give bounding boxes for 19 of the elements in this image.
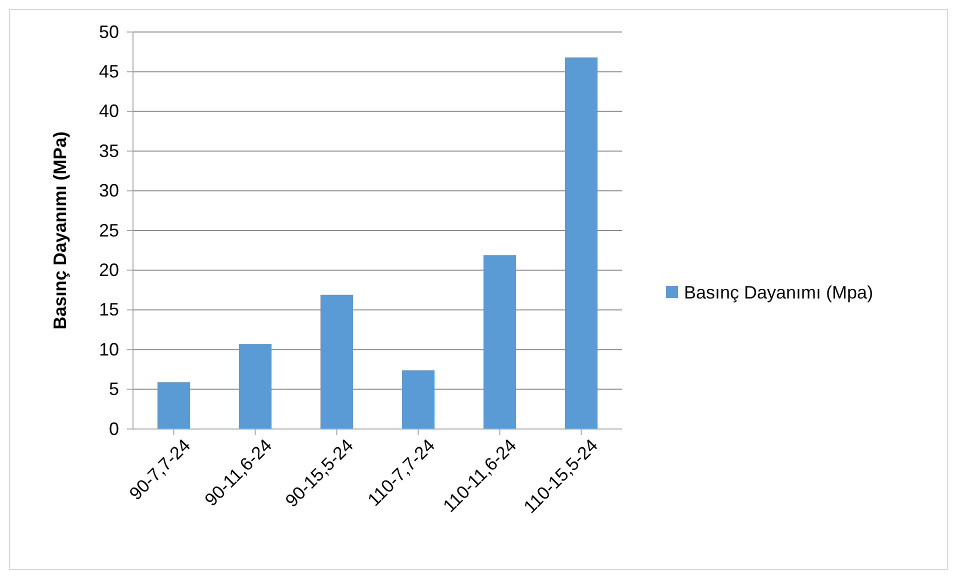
y-tick-label: 35 xyxy=(98,140,119,161)
y-tick-label: 20 xyxy=(98,260,119,280)
bar xyxy=(483,255,516,429)
y-tick-label: 50 xyxy=(98,22,119,42)
y-tick-label: 45 xyxy=(98,61,119,82)
y-tick-label: 5 xyxy=(108,379,119,400)
bar xyxy=(402,370,435,429)
y-tick-label: 25 xyxy=(98,220,119,240)
y-tick-label: 15 xyxy=(98,300,119,320)
bar xyxy=(320,294,354,429)
y-tick-label: 30 xyxy=(98,180,119,201)
y-tick-label: 10 xyxy=(98,339,119,360)
y-axis-title: Basınç Dayanımı (MPa) xyxy=(50,131,70,330)
bar xyxy=(564,57,598,429)
y-tick-label: 0 xyxy=(108,418,119,439)
legend-label: Basınç Dayanımı (Mpa) xyxy=(684,282,874,302)
bar xyxy=(238,344,272,429)
y-tick-label: 40 xyxy=(98,101,119,122)
bar xyxy=(157,382,190,429)
